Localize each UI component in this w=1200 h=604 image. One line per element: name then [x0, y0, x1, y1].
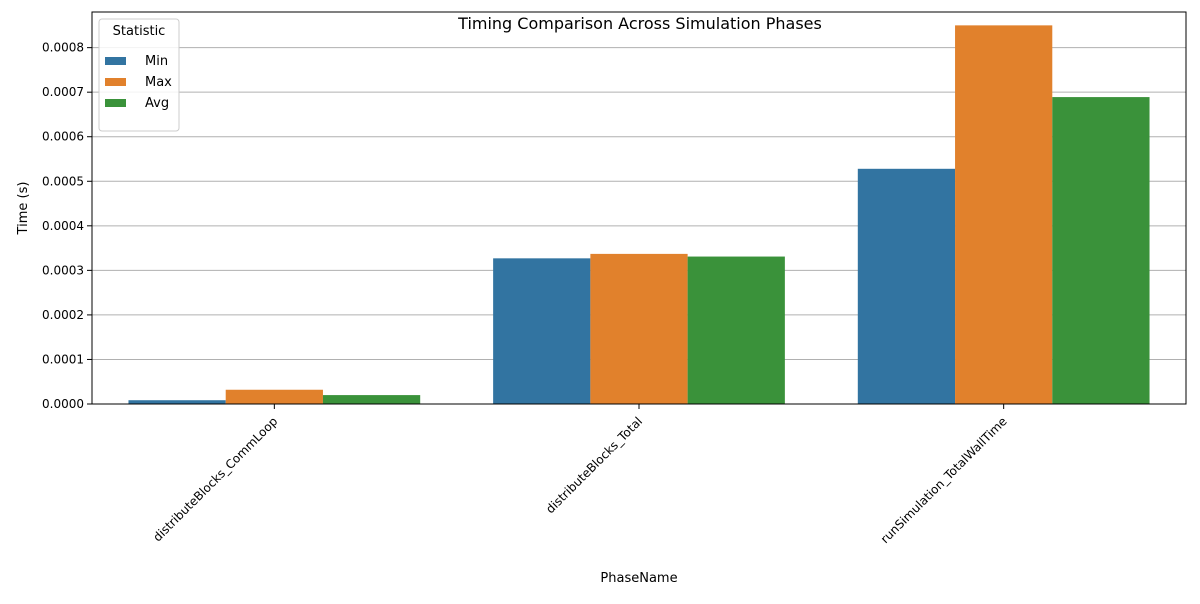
bar-max — [225, 389, 323, 404]
bars — [128, 25, 1150, 404]
legend-label-min: Min — [145, 54, 168, 69]
bar-min — [857, 168, 956, 404]
bar-avg — [1052, 97, 1150, 404]
x-axis: distributeBlocks_CommLoop distributeBlock… — [150, 404, 1010, 546]
y-tick-label: 0.0000 — [42, 397, 84, 411]
x-tick-label: distributeBlocks_CommLoop — [150, 414, 280, 544]
y-tick-label: 0.0002 — [42, 308, 84, 322]
x-tick-label: runSimulation_TotalWallTime — [878, 414, 1010, 546]
chart-title: Timing Comparison Across Simulation Phas… — [457, 14, 822, 33]
y-axis: 0.0000 0.0001 0.0002 0.0003 0.0004 0.0005 0.00… — [42, 41, 92, 411]
y-tick-label: 0.0004 — [42, 219, 84, 233]
y-tick-label: 0.0001 — [42, 352, 84, 366]
y-tick-label: 0.0006 — [42, 130, 84, 144]
legend-swatch-min — [105, 57, 126, 65]
bar-max — [590, 253, 688, 404]
legend: Statistic Min Max Avg — [98, 18, 180, 132]
y-axis-label: Time (s) — [16, 182, 31, 236]
legend-title: Statistic — [113, 24, 166, 39]
bar-min — [128, 400, 226, 404]
legend-swatch-max — [105, 78, 126, 86]
x-axis-label: PhaseName — [600, 571, 677, 586]
bar-avg — [687, 256, 785, 404]
y-tick-label: 0.0007 — [42, 85, 84, 99]
legend-label-avg: Avg — [145, 96, 169, 111]
legend-swatch-avg — [105, 99, 126, 107]
legend-label-max: Max — [145, 75, 172, 90]
bar-avg — [322, 395, 421, 404]
y-tick-label: 0.0005 — [42, 174, 84, 188]
bar-max — [955, 25, 1053, 404]
y-tick-label: 0.0003 — [42, 263, 84, 277]
x-tick-label: distributeBlocks_Total — [543, 414, 645, 516]
y-tick-label: 0.0008 — [42, 41, 84, 55]
bar-min — [493, 258, 591, 404]
